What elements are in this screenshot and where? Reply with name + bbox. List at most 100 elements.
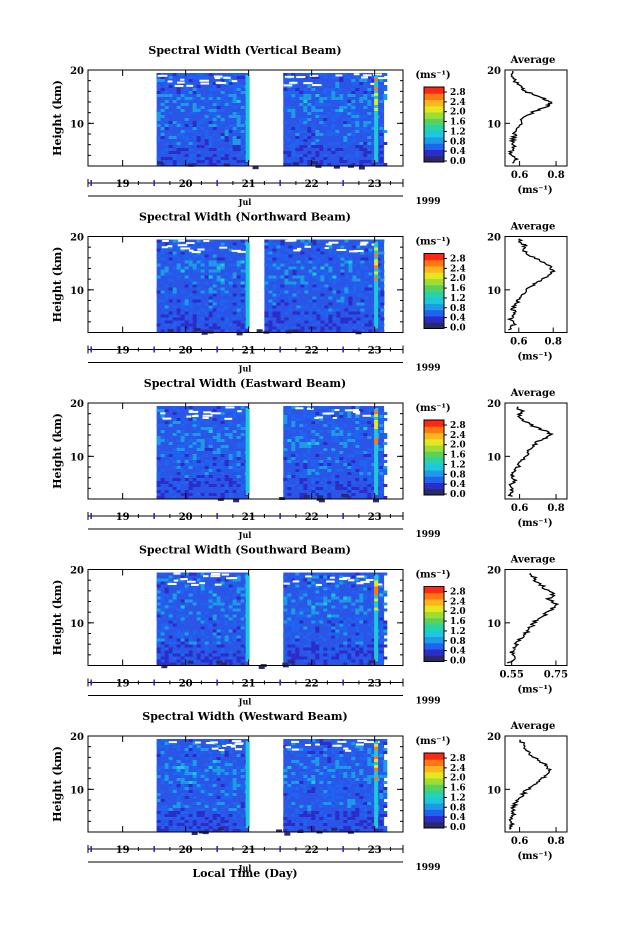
- heatmap-cell: [319, 781, 324, 784]
- heatmap-cell: [339, 757, 344, 760]
- heatmap-cell: [240, 433, 245, 436]
- heatmap-cell: [367, 151, 372, 154]
- heatmap-cell: [319, 487, 324, 490]
- heatmap-cell: [204, 157, 209, 160]
- heatmap-cell: [303, 805, 308, 808]
- heatmap-cell: [339, 802, 344, 805]
- heatmap-cell: [208, 73, 213, 76]
- heatmap-cell: [323, 73, 328, 76]
- heatmap-cell: [204, 778, 209, 781]
- heatmap-cell: [204, 817, 209, 820]
- heatmap-cell: [172, 151, 177, 154]
- heatmap-cell: [351, 575, 356, 579]
- heatmap-cell: [228, 814, 233, 817]
- heatmap-cell: [283, 623, 288, 627]
- heatmap-cell: [224, 278, 229, 282]
- heatmap-cell: [276, 263, 281, 267]
- heatmap-cell: [343, 439, 348, 442]
- heatmap-cell: [291, 781, 296, 784]
- heatmap-cell: [156, 442, 161, 445]
- missing-data-speckle: [160, 412, 166, 415]
- heatmap-cell: [236, 584, 241, 588]
- heatmap-cell: [374, 417, 379, 420]
- heatmap-cell: [240, 257, 245, 261]
- heatmap-cell: [323, 163, 328, 166]
- heatmap-cell: [236, 329, 241, 333]
- profile-frame: [504, 69, 568, 167]
- heatmap-cell: [336, 254, 341, 258]
- heatmap-cell: [291, 148, 296, 151]
- heatmap-cell: [232, 415, 237, 418]
- heatmap-cell: [196, 802, 201, 805]
- heatmap-cell: [323, 91, 328, 94]
- heatmap-cell: [283, 611, 288, 615]
- heatmap-cell: [335, 796, 340, 799]
- heatmap-cell: [228, 662, 233, 666]
- heatmap-cell: [220, 766, 225, 769]
- heatmap-cell: [168, 136, 173, 139]
- heatmap-cell: [216, 760, 221, 763]
- heatmap-cell: [374, 253, 379, 257]
- colorbar-segment: [424, 815, 444, 823]
- heatmap-cell: [374, 589, 379, 593]
- heatmap-cell: [351, 115, 356, 118]
- heatmap-cell: [376, 269, 381, 273]
- colorbar-segment: [424, 605, 444, 612]
- heatmap-cell: [339, 97, 344, 100]
- heatmap-cell: [323, 575, 328, 579]
- heatmap-cell: [200, 587, 205, 591]
- heatmap-cell: [160, 290, 165, 294]
- heatmap-cell: [204, 805, 209, 808]
- heatmap-cell: [168, 133, 173, 136]
- heatmap-cell: [232, 320, 237, 324]
- heatmap-cell: [160, 478, 165, 481]
- heatmap-cell: [379, 469, 384, 472]
- heatmap-cell: [328, 311, 333, 315]
- heatmap-cell: [335, 130, 340, 133]
- heatmap-cell: [216, 463, 221, 466]
- heatmap-cell: [379, 820, 384, 823]
- heatmap-cell: [374, 613, 379, 617]
- heatmap-cell: [240, 454, 245, 457]
- heatmap-cell: [374, 138, 379, 141]
- heatmap-cell: [327, 742, 332, 745]
- heatmap-cell: [331, 790, 336, 793]
- heatmap-cell: [176, 73, 181, 76]
- heatmap-cell: [374, 586, 379, 590]
- heatmap-cell: [303, 409, 308, 412]
- heatmap-cell: [228, 257, 233, 261]
- heatmap-cell: [156, 424, 161, 427]
- heatmap-cell: [172, 805, 177, 808]
- x-tick-label: 19: [116, 679, 130, 690]
- heatmap-cell: [245, 283, 250, 287]
- heatmap-cell: [172, 293, 177, 297]
- heatmap-cell: [287, 457, 292, 460]
- heatmap-cell: [343, 775, 348, 778]
- heatmap-cell: [224, 635, 229, 639]
- heatmap-cell: [328, 326, 333, 330]
- heatmap-cell: [287, 650, 292, 654]
- heatmap-cell: [363, 460, 368, 463]
- heatmap-cell: [196, 239, 201, 243]
- heatmap-cell: [371, 775, 376, 778]
- heatmap-cell: [204, 466, 209, 469]
- heatmap-cell: [200, 445, 205, 448]
- heatmap-cell: [176, 266, 181, 270]
- heatmap-cell: [371, 796, 376, 799]
- heatmap-cell: [268, 263, 273, 267]
- heatmap-cell: [371, 163, 376, 166]
- heatmap-cell: [192, 817, 197, 820]
- heatmap-cell: [355, 427, 360, 430]
- heatmap-cell: [332, 317, 337, 321]
- heatmap-cell: [312, 302, 317, 306]
- heatmap-cell: [204, 329, 209, 333]
- heatmap-cell: [339, 647, 344, 651]
- heatmap-cell: [160, 269, 165, 273]
- heatmap-cell: [343, 97, 348, 100]
- heatmap-cell: [356, 320, 361, 324]
- heatmap-cell: [303, 103, 308, 106]
- heatmap-cell: [287, 460, 292, 463]
- heatmap-cell: [331, 148, 336, 151]
- heatmap-cell: [359, 748, 364, 751]
- heatmap-cell: [160, 151, 165, 154]
